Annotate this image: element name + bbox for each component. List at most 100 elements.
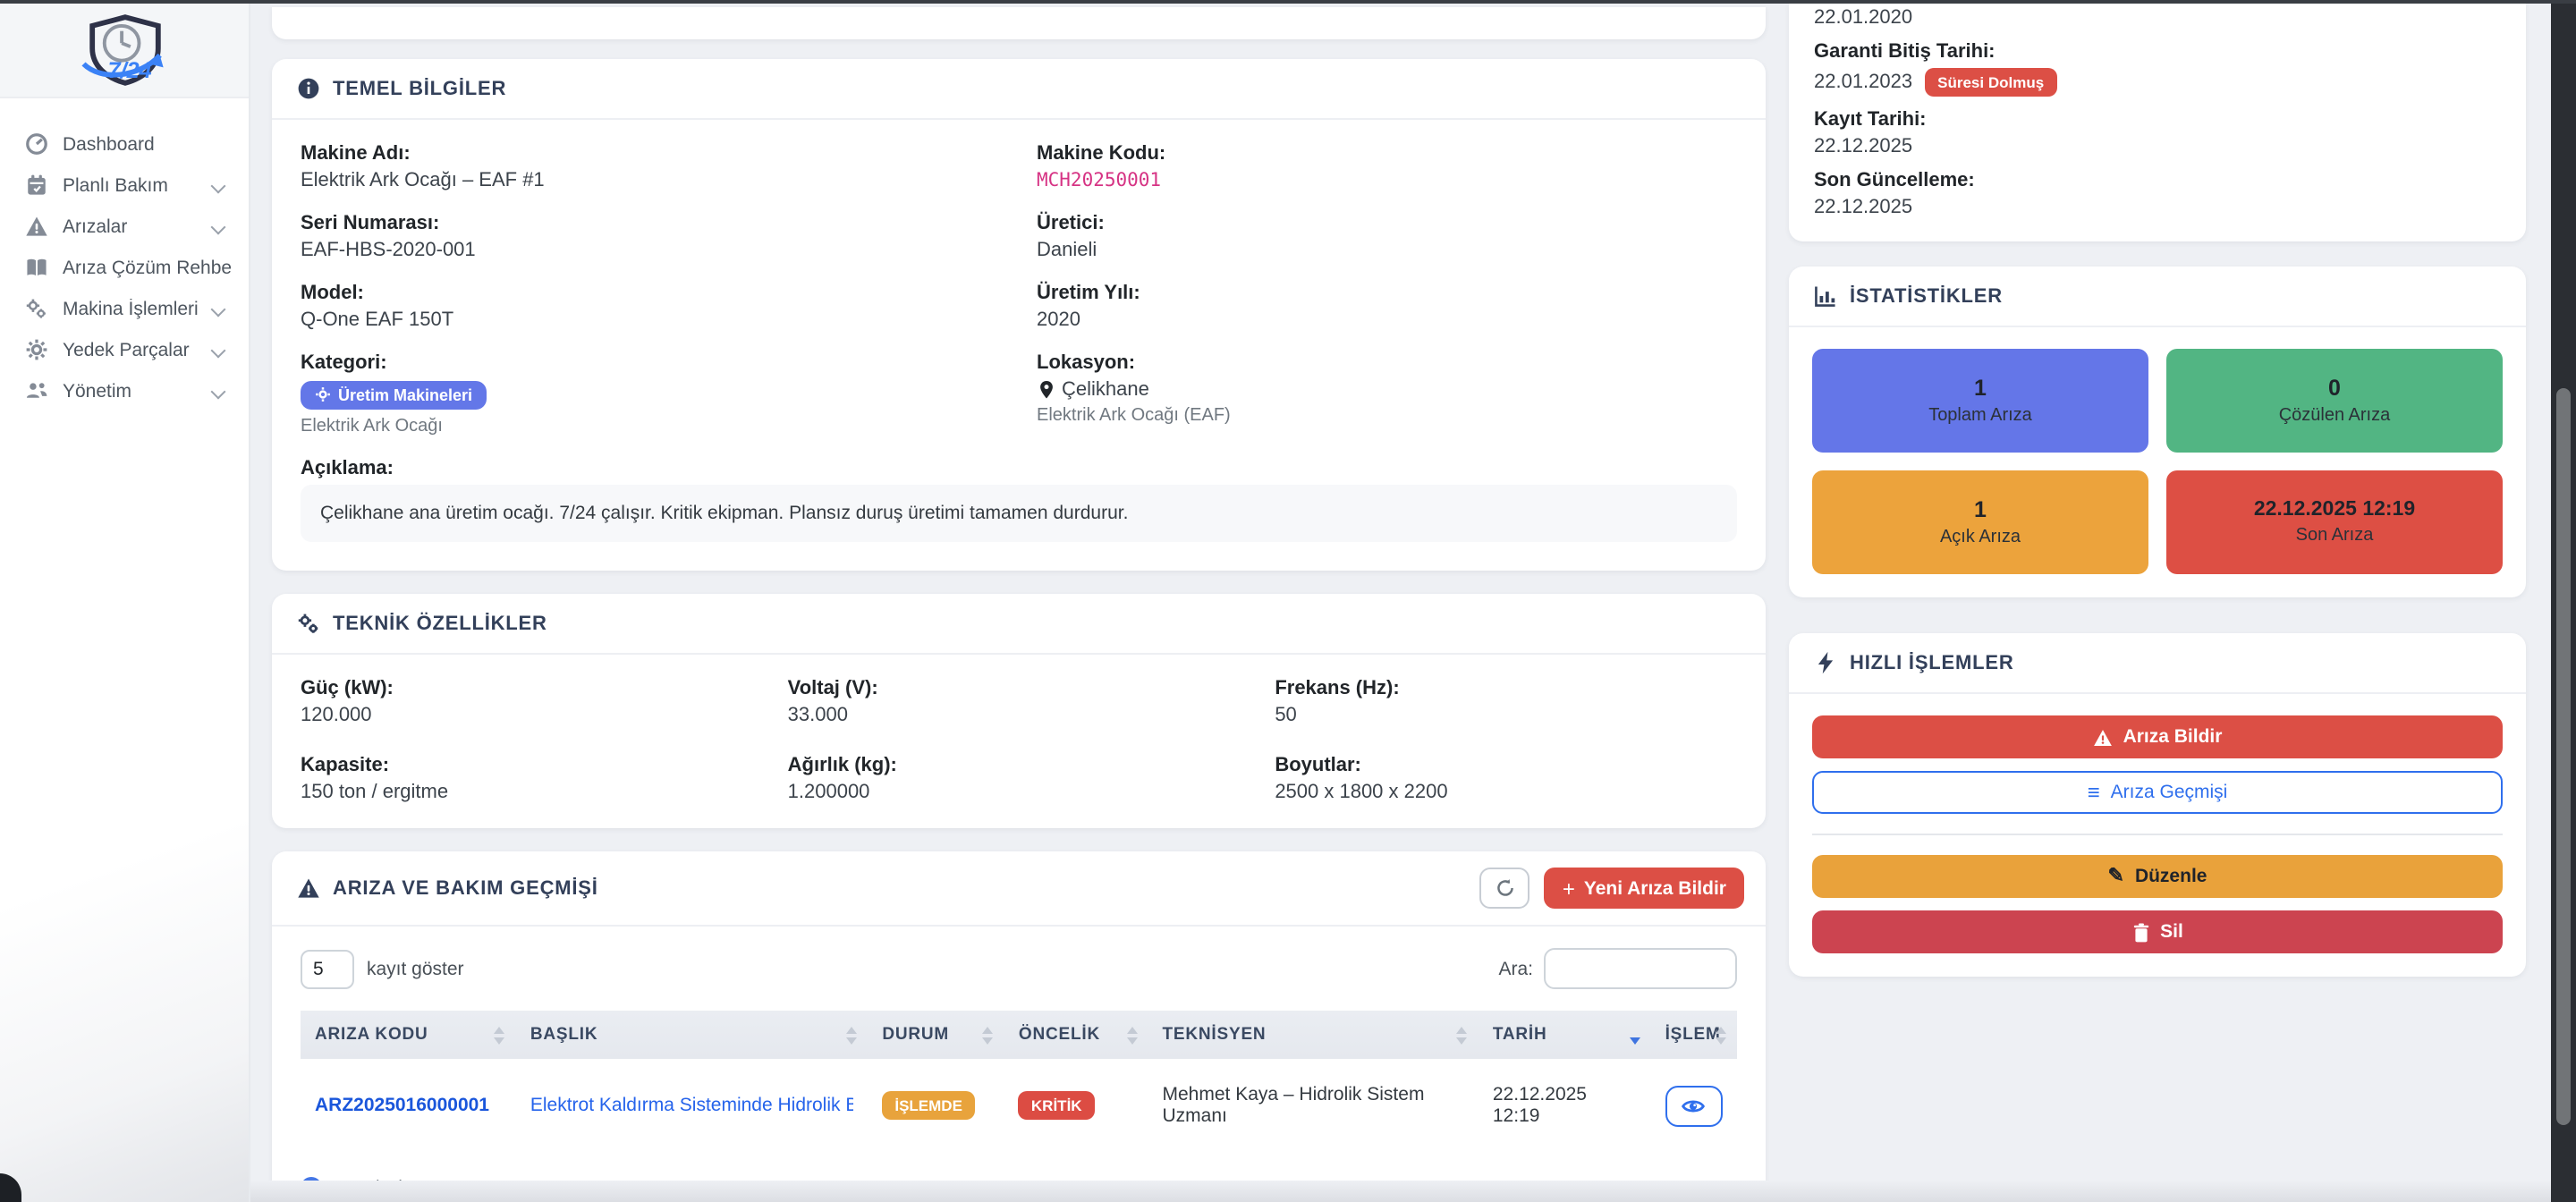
new-fault-button[interactable]: + Yeni Arıza Bildir [1544,868,1744,909]
category-badge-label: Üretim Makineleri [338,385,473,403]
divider [1812,834,2503,835]
trash-icon [2132,922,2148,942]
priority-badge: KRİTİK [1018,1091,1095,1120]
sidebar-item-label: Makina İşlemleri [63,298,199,319]
app-logo-icon: 7/24 [80,14,163,86]
spec-value: 150 ton / ergitme [301,782,449,803]
section-title: İSTATİSTİKLER [1850,285,2003,307]
fault-history-card: ARIZA VE BAKIM GEÇMİŞİ + Yeni Arıza Bild… [272,851,1766,1202]
sidebar-item-makina-islemleri[interactable]: Makina İşlemleri [0,288,249,329]
edit-button[interactable]: ✎ Düzenle [1812,855,2503,898]
field-label: Üretim Yılı: [1037,283,1140,304]
field-label: Model: [301,283,364,304]
sidebar-item-label: Arızalar [63,216,128,237]
sidebar-item-planli-bakim[interactable]: Planlı Bakım [0,165,249,206]
view-fault-button[interactable] [1665,1085,1723,1126]
machine-name-value: Elektrik Ark Ocağı – EAF #1 [301,170,545,191]
gears-icon [297,612,320,635]
refresh-icon [1497,879,1513,896]
field-label: Son Güncelleme: [1814,170,1975,191]
warning-icon [25,215,48,238]
sidebar-item-yedek-parcalar[interactable]: Yedek Parçalar [0,329,249,370]
col-header-islem[interactable]: İŞLEM [1650,1011,1737,1059]
search-label: Ara: [1498,958,1533,979]
search-input[interactable] [1544,948,1737,989]
sidebar-item-label: Dashboard [63,133,155,155]
dashboard-icon [25,132,48,156]
main-content: TEMEL BİLGİLER Makine Adı: Elektrik Ark … [250,4,2576,1202]
col-header-durum[interactable]: DURUM [868,1011,1004,1059]
logo-area[interactable]: 7/24 [0,4,249,98]
field-label: Makine Adı: [301,143,411,165]
spec-label: Frekans (Hz): [1275,678,1400,699]
col-header-ariza-kodu[interactable]: ARIZA KODU [301,1011,516,1059]
stat-value: 0 [2328,376,2341,401]
page-size-input[interactable] [301,949,354,988]
fault-history-button[interactable]: ≡ Arıza Geçmişi [1812,771,2503,814]
warranty-expired-badge: Süresi Dolmuş [1925,68,2057,97]
page-size-label: kayıt göster [367,958,464,979]
section-title: TEKNİK ÖZELLİKLER [333,613,547,634]
sidebar-item-yonetim[interactable]: Yönetim [0,370,249,411]
spec-value: 120.000 [301,705,372,726]
col-header-teknisyen[interactable]: TEKNİSYEN [1148,1011,1479,1059]
stat-open-faults: 1 Açık Arıza [1812,470,2148,574]
refresh-button[interactable] [1479,868,1530,909]
sidebar-item-ariza-cozum-rehberleri[interactable]: Arıza Çözüm Rehberleri [0,247,249,288]
chevron-down-icon [210,300,226,317]
book-icon [25,256,48,279]
scrollbar-thumb[interactable] [2556,388,2571,1125]
sort-icon [982,1026,996,1044]
col-header-baslik[interactable]: BAŞLIK [515,1011,869,1059]
col-header-oncelik[interactable]: ÖNCELİK [1004,1011,1148,1059]
warning-icon [297,876,320,900]
technician-value: Mehmet Kaya – Hidrolik Sistem Uzmanı [1162,1084,1425,1127]
sort-icon [1456,1026,1470,1044]
field-label: Açıklama: [301,458,394,479]
year-value: 2020 [1037,309,1080,331]
sort-icon [494,1026,507,1044]
fault-title-link[interactable]: Elektrot Kaldırma Sisteminde Hidrolik Ba… [530,1095,854,1116]
sidebar-item-label: Yönetim [63,380,132,402]
report-fault-button[interactable]: Arıza Bildir [1812,715,2503,758]
description-box: Çelikhane ana üretim ocağı. 7/24 çalışır… [301,485,1737,542]
delete-button[interactable]: Sil [1812,910,2503,953]
sidebar-item-arizalar[interactable]: Arızalar [0,206,249,247]
sidebar-menu: Dashboard Planlı Bakım Arızalar [0,123,249,411]
records-info: 1 - 1 / 1 kayıt [333,1178,436,1198]
plus-icon: + [1562,876,1575,901]
gears-icon [25,297,48,320]
section-title: TEMEL BİLGİLER [333,78,507,99]
date-value: 22.12.2025 12:19 [1492,1084,1587,1127]
spec-value: 50 [1275,705,1297,726]
previous-card-remnant [272,7,1766,39]
sidebar-item-label: Yedek Parçalar [63,339,190,360]
location-value: Çelikhane [1062,379,1149,401]
spec-label: Ağırlık (kg): [787,755,897,776]
scrollbar-track[interactable] [2551,4,2576,1202]
spec-label: Güç (kW): [301,678,394,699]
stat-label: Son Arıza [2295,526,2374,546]
record-date-value: 22.12.2025 [1814,136,1913,157]
sort-icon [1716,1026,1728,1044]
bar-chart-icon [1814,284,1837,308]
window-top-edge [0,0,2576,4]
sort-icon [846,1026,859,1044]
field-label: Lokasyon: [1037,352,1136,374]
field-label: Garanti Bitiş Tarihi: [1814,41,1996,63]
sort-icon [1126,1026,1140,1044]
install-date-value: 22.01.2020 [1814,7,1913,29]
field-label: Makine Kodu: [1037,143,1166,165]
spec-label: Boyutlar: [1275,755,1361,776]
logo-text: 7/24 [107,58,151,83]
stat-label: Açık Arıza [1939,528,2021,547]
warranty-date-value: 22.01.2023 [1814,72,1913,93]
users-icon [25,379,48,402]
machine-dates-card: 22.01.2020 Garanti Bitiş Tarihi: 22.01.2… [1789,4,2526,241]
fault-code-link[interactable]: ARZ2025016000001 [315,1095,489,1116]
col-header-tarih[interactable]: TARİH [1478,1011,1651,1059]
gear-icon [25,338,48,361]
warning-icon [2093,729,2112,745]
sidebar-item-dashboard[interactable]: Dashboard [0,123,249,165]
